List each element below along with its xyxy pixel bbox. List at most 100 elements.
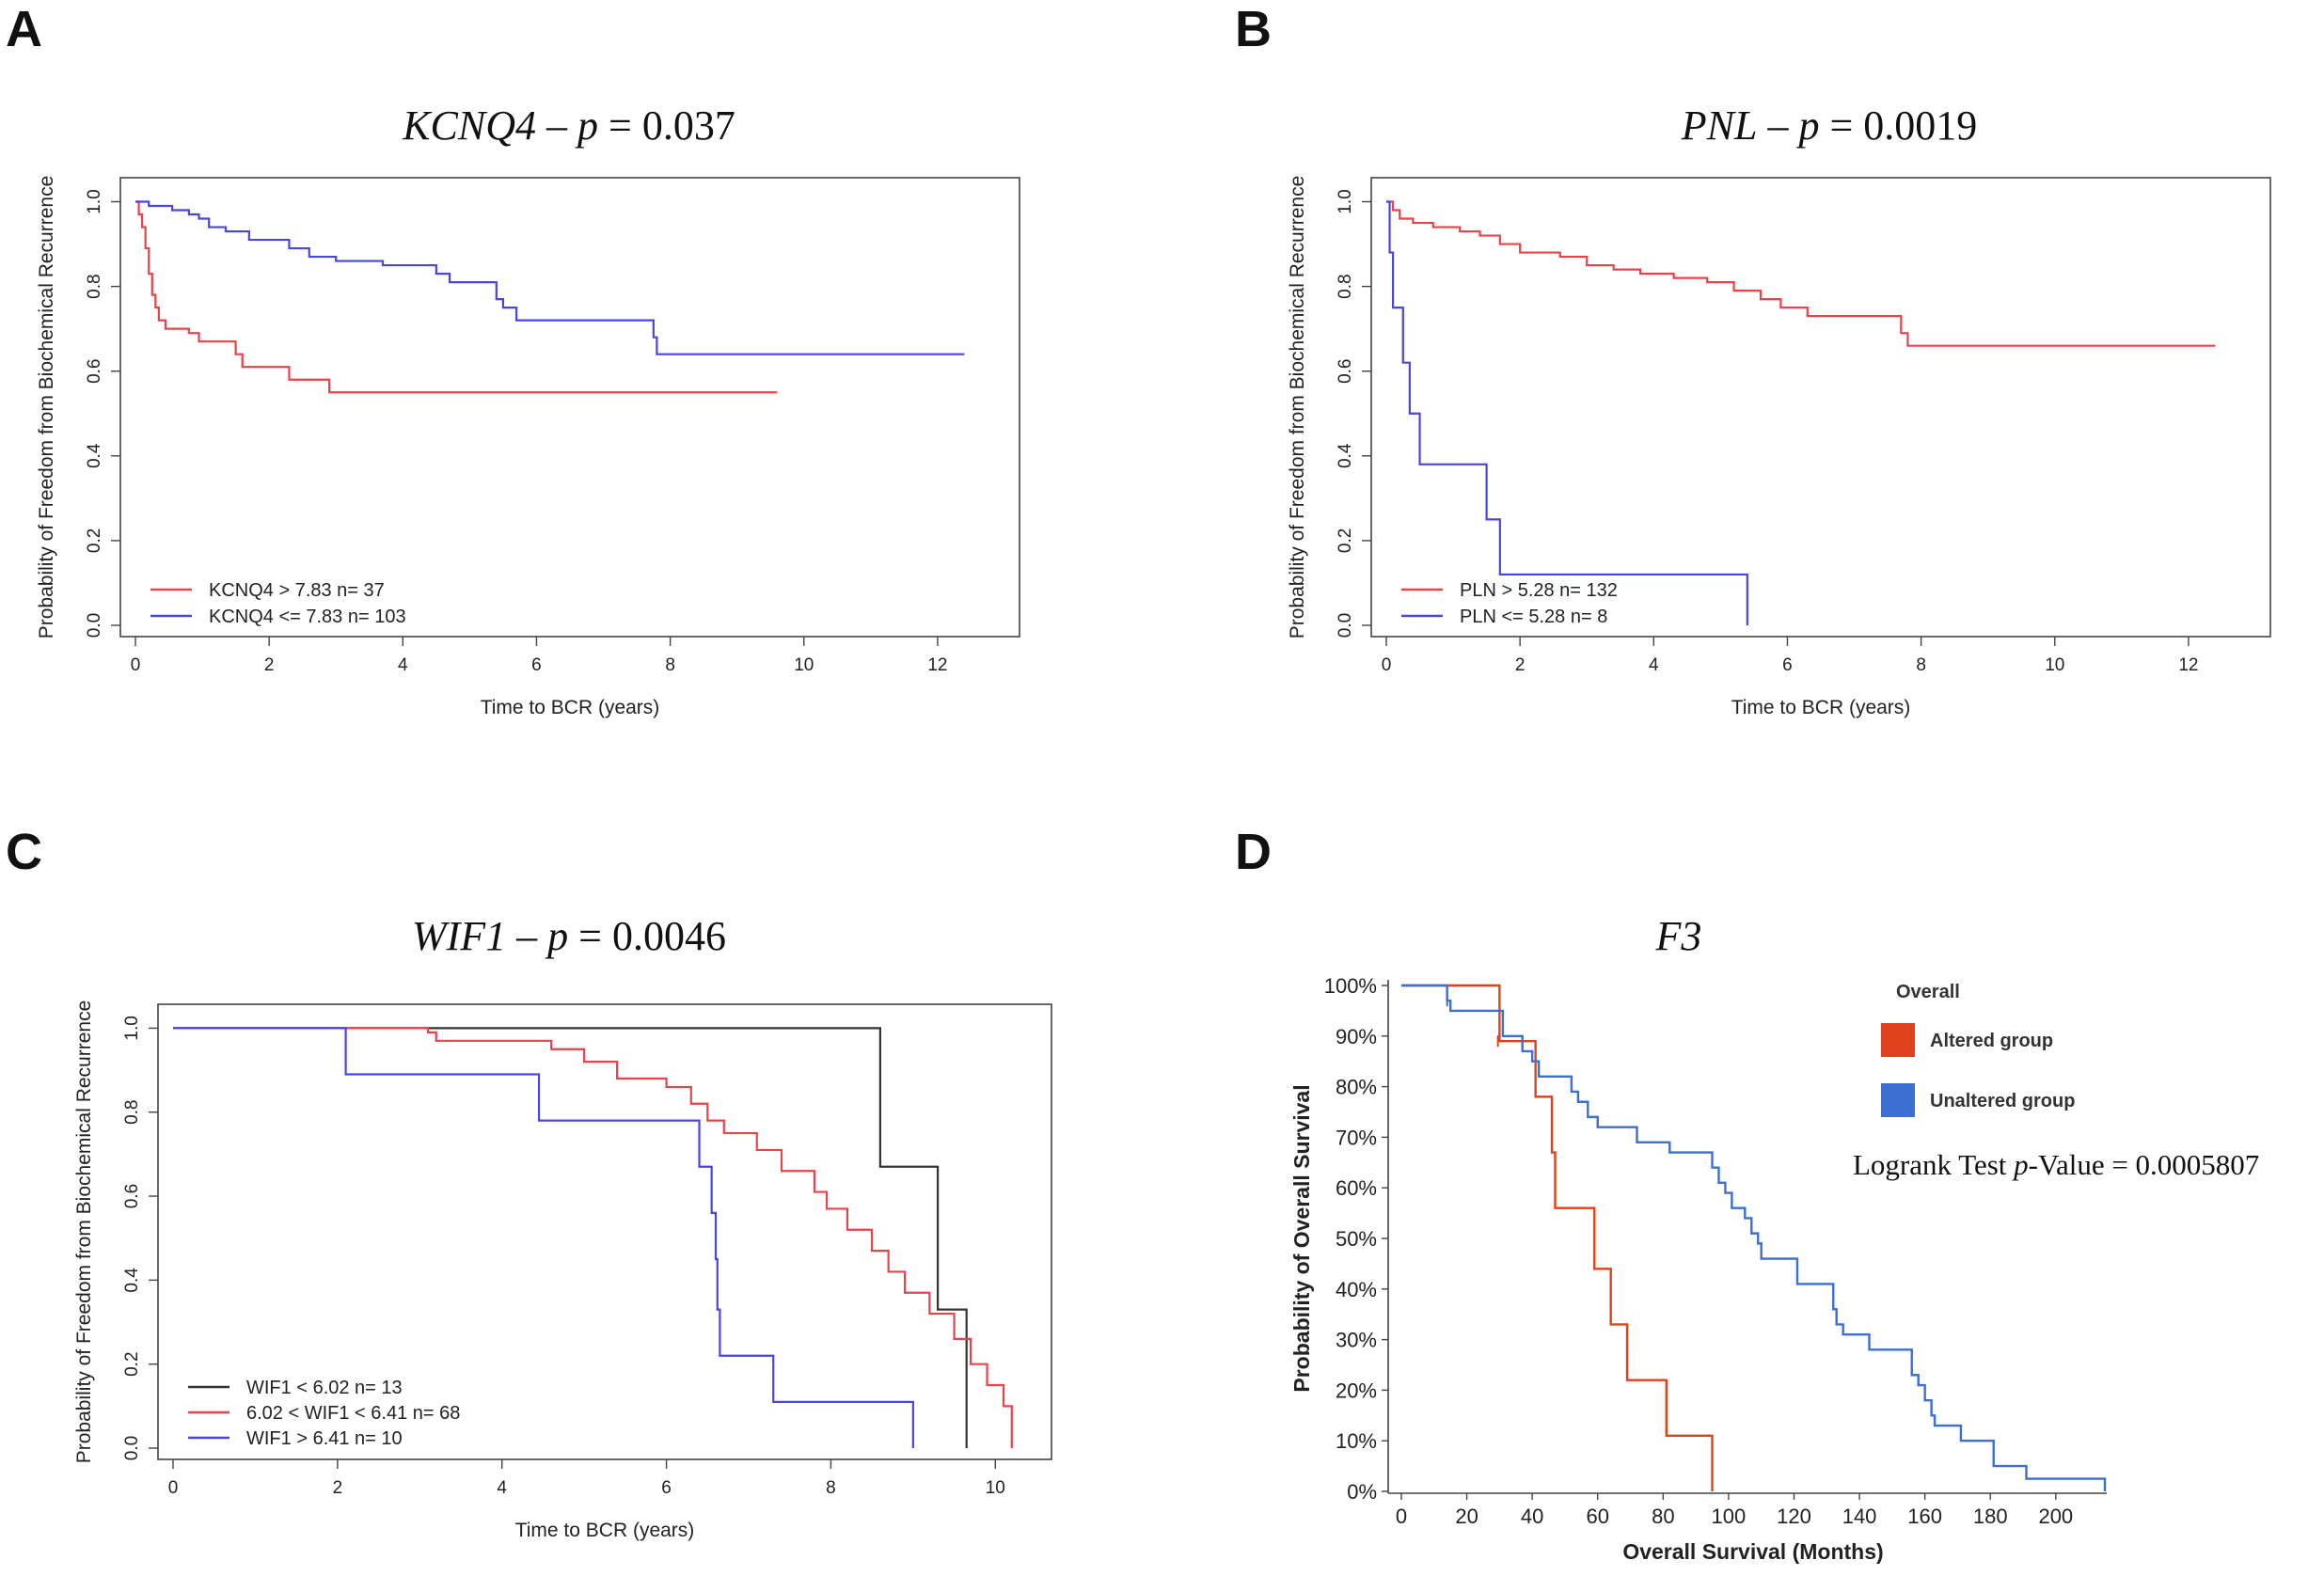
chart-title-b: PNL – p = 0.0019 xyxy=(1646,102,2013,150)
series-line-1 xyxy=(1386,200,2216,347)
x-axis-label: Overall Survival (Months) xyxy=(1622,1539,1883,1564)
y-tick-label: 1.0 xyxy=(122,1016,142,1040)
y-tick-label: 0.8 xyxy=(122,1100,142,1125)
y-tick-label: 1.0 xyxy=(1336,189,1355,213)
title-p: p xyxy=(577,102,598,149)
km-chart-wif1: 0 2 4 6 8 10 0.0 0.2 0.4 0.6 0.8 1.0 Time to BCR (ye… xyxy=(73,1001,1052,1541)
title-gene: F3 xyxy=(1655,913,1702,959)
x-tick-label: 8 xyxy=(826,1478,836,1498)
y-tick-label: 0.0 xyxy=(122,1436,142,1460)
legend-title: Overall xyxy=(1896,982,1960,1002)
x-axis-label: Time to BCR (years) xyxy=(1731,697,1911,718)
legend-label: Altered group xyxy=(1930,1031,2053,1051)
series-line-2 xyxy=(173,1027,1013,1448)
logrank-value: -Value = 0.0005807 xyxy=(2029,1148,2260,1181)
legend-label: WIF1 > 6.41 n= 10 xyxy=(246,1428,403,1449)
logrank-annotation: Logrank Test p-Value = 0.0005807 xyxy=(1853,1148,2259,1181)
logrank-label: Logrank Test xyxy=(1853,1148,2014,1181)
title-gene: WIF1 xyxy=(411,913,507,959)
y-tick-label: 60% xyxy=(1336,1176,1377,1200)
x-tick-label: 20 xyxy=(1455,1505,1478,1528)
y-axis-label: Probability of Overall Survival xyxy=(1289,1084,1314,1392)
chart-title-c: WIF1 – p = 0.0046 xyxy=(395,912,743,960)
y-tick-label: 0.2 xyxy=(122,1351,142,1376)
x-tick-label: 8 xyxy=(1916,655,1926,675)
legend-swatch xyxy=(1881,1023,1915,1057)
y-tick-label: 50% xyxy=(1336,1227,1377,1251)
x-tick-label: 12 xyxy=(2178,655,2198,675)
plot-frame xyxy=(119,177,1020,638)
x-tick-label: 12 xyxy=(927,655,947,675)
x-tick-label: 0 xyxy=(1396,1505,1407,1528)
y-tick-label: 30% xyxy=(1336,1329,1377,1352)
series-line-3 xyxy=(173,1027,914,1448)
y-tick-label: 0.0 xyxy=(1336,613,1355,638)
title-value: = 0.0046 xyxy=(568,913,726,959)
legend-label: KCNQ4 > 7.83 n= 37 xyxy=(209,580,385,601)
title-dash: – xyxy=(506,913,548,959)
legend-label: WIF1 < 6.02 n= 13 xyxy=(246,1378,403,1398)
plot-frame xyxy=(157,1003,1052,1460)
panel-label-a: A xyxy=(6,1,42,57)
x-tick-label: 6 xyxy=(661,1478,672,1498)
title-value: = 0.037 xyxy=(598,102,735,149)
y-tick-label: 0.2 xyxy=(1336,528,1355,553)
plot-frame xyxy=(1370,177,2271,638)
x-tick-label: 4 xyxy=(398,655,408,675)
x-tick-label: 10 xyxy=(986,1478,1005,1498)
x-tick-label: 2 xyxy=(264,655,275,675)
title-p: p xyxy=(547,913,569,959)
panel-label-d: D xyxy=(1235,824,1272,880)
series-line-1 xyxy=(135,200,778,394)
series-line-2 xyxy=(135,200,965,355)
y-tick-label: 0.4 xyxy=(122,1268,142,1293)
y-axis-label: Probability of Freedom from Biochemical … xyxy=(36,176,57,639)
legend-label: PLN > 5.28 n= 132 xyxy=(1460,580,1618,601)
y-axis-label: Probability of Freedom from Biochemical … xyxy=(73,1001,95,1464)
legend-swatch xyxy=(1881,1083,1915,1117)
title-p: p xyxy=(1798,102,1820,149)
y-tick-label: 0.6 xyxy=(85,358,104,383)
title-dash: – xyxy=(1757,102,1799,149)
y-tick-label: 1.0 xyxy=(85,189,104,213)
legend-label: 6.02 < WIF1 < 6.41 n= 68 xyxy=(246,1403,460,1424)
x-tick-label: 4 xyxy=(497,1478,507,1498)
x-tick-label: 10 xyxy=(2045,655,2064,675)
title-gene: KCNQ4 xyxy=(403,102,536,149)
y-tick-label: 0.4 xyxy=(1336,443,1355,468)
y-tick-label: 20% xyxy=(1336,1379,1377,1402)
x-tick-label: 120 xyxy=(1777,1505,1811,1528)
x-tick-label: 0 xyxy=(1382,655,1392,675)
x-axis-label: Time to BCR (years) xyxy=(481,697,660,718)
y-tick-label: 80% xyxy=(1336,1076,1377,1099)
chart-title-a: KCNQ4 – p = 0.037 xyxy=(395,102,743,150)
series-line-1 xyxy=(173,1027,968,1448)
x-tick-label: 2 xyxy=(1515,655,1526,675)
x-tick-label: 40 xyxy=(1521,1505,1543,1528)
x-tick-label: 2 xyxy=(333,1478,343,1498)
series-line-2 xyxy=(1401,984,2107,1491)
x-tick-label: 6 xyxy=(1782,655,1793,675)
chart-title-d: F3 xyxy=(1618,912,1740,960)
x-tick-label: 180 xyxy=(1973,1505,2008,1528)
x-tick-label: 0 xyxy=(168,1478,179,1498)
series-line-2 xyxy=(1386,200,1748,625)
x-tick-label: 60 xyxy=(1587,1505,1609,1528)
title-gene: PNL xyxy=(1681,102,1758,149)
y-axis-label: Probability of Freedom from Biochemical … xyxy=(1287,176,1308,639)
x-tick-label: 80 xyxy=(1652,1505,1674,1528)
x-tick-label: 160 xyxy=(1907,1505,1942,1528)
y-tick-label: 0.2 xyxy=(85,528,104,553)
x-tick-label: 4 xyxy=(1649,655,1659,675)
y-tick-label: 70% xyxy=(1336,1126,1377,1149)
y-tick-label: 0.8 xyxy=(85,274,104,298)
x-tick-label: 0 xyxy=(131,655,141,675)
title-dash: – xyxy=(536,102,577,149)
km-chart-kcnq4: 0 2 4 6 8 10 12 0.0 0.2 0.4 0.6 0.8 1.0 Time to BCR (… xyxy=(36,176,1020,718)
km-chart-pnl: 0 2 4 6 8 10 12 0.0 0.2 0.4 0.6 0.8 1.0 Time to BCR (… xyxy=(1287,176,2271,718)
y-tick-label: 40% xyxy=(1336,1278,1377,1301)
y-tick-label: 0.8 xyxy=(1336,274,1355,298)
logrank-p: p xyxy=(2012,1148,2029,1181)
y-tick-label: 0.6 xyxy=(122,1184,142,1208)
y-tick-label: 0.0 xyxy=(85,613,104,638)
